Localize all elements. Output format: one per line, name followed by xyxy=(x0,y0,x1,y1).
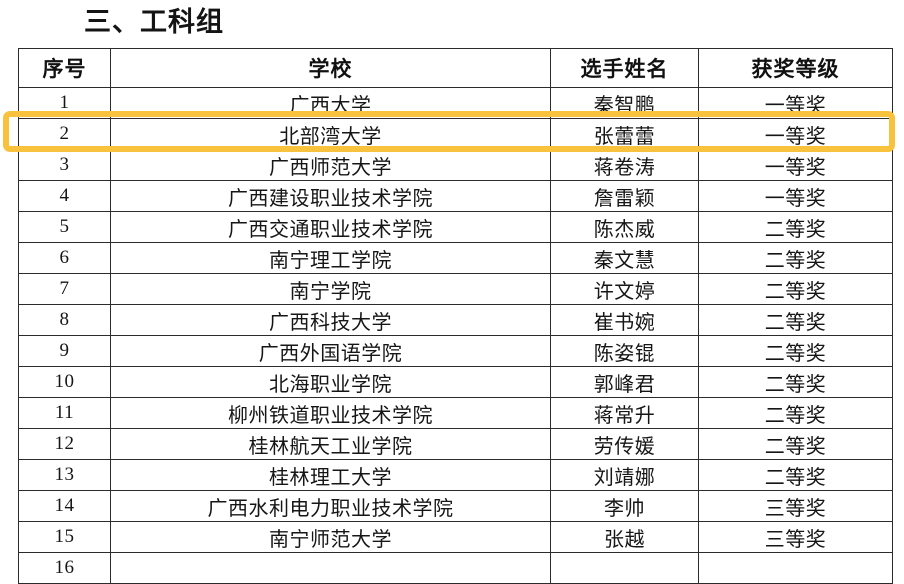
cell-award: 二等奖 xyxy=(698,273,893,305)
cell-award: 二等奖 xyxy=(698,397,893,429)
cell-index: 4 xyxy=(18,180,111,212)
cell-name: 秦文慧 xyxy=(550,242,699,274)
section-heading: 三、工科组 xyxy=(84,7,224,37)
cell-index: 10 xyxy=(18,366,111,398)
cell-index: 13 xyxy=(18,459,111,491)
table-row: 12 桂林航天工业学院 劳传媛 二等奖 xyxy=(18,428,893,460)
cell-index: 1 xyxy=(18,87,111,119)
cell-index: 11 xyxy=(18,397,111,429)
award-table: 序号 学校 选手姓名 获奖等级 1 广西大学 秦智鹏 一等奖 2 北部湾大学 张蕾蕾 一等奖 3… xyxy=(18,48,893,584)
cell-award: 二等奖 xyxy=(698,428,893,460)
table-body: 1 广西大学 秦智鹏 一等奖 2 北部湾大学 张蕾蕾 一等奖 3 广西师范大学 蒋卷涛 一等奖 4 广西建… xyxy=(18,87,893,584)
cell-school: 广西交通职业技术学院 xyxy=(110,211,551,243)
cell-award: 二等奖 xyxy=(698,211,893,243)
cell-name: 詹雷颖 xyxy=(550,180,699,212)
cell-school: 广西师范大学 xyxy=(110,149,551,181)
cell-school: 南宁理工学院 xyxy=(110,242,551,274)
cell-name: 张蕾蕾 xyxy=(550,118,699,150)
table-row: 15 南宁师范大学 张越 三等奖 xyxy=(18,521,893,553)
cell-name: 许文婷 xyxy=(550,273,699,305)
table-row: 6 南宁理工学院 秦文慧 二等奖 xyxy=(18,242,893,274)
cell-name: 刘靖娜 xyxy=(550,459,699,491)
table-row: 14 广西水利电力职业技术学院 李帅 三等奖 xyxy=(18,490,893,522)
cell-school: 广西外国语学院 xyxy=(110,335,551,367)
cell-award xyxy=(698,552,893,584)
cell-school: 北海职业学院 xyxy=(110,366,551,398)
cell-school: 北部湾大学 xyxy=(110,118,551,150)
cell-name xyxy=(550,552,699,584)
cell-name: 陈杰威 xyxy=(550,211,699,243)
cell-index: 16 xyxy=(18,552,111,584)
cell-name: 郭峰君 xyxy=(550,366,699,398)
table-row: 5 广西交通职业技术学院 陈杰威 二等奖 xyxy=(18,211,893,243)
table-header: 序号 学校 选手姓名 获奖等级 xyxy=(18,48,893,88)
column-header-school: 学校 xyxy=(110,48,551,88)
cell-award: 一等奖 xyxy=(698,87,893,119)
table-row: 13 桂林理工大学 刘靖娜 二等奖 xyxy=(18,459,893,491)
cell-award: 三等奖 xyxy=(698,521,893,553)
cell-index: 5 xyxy=(18,211,111,243)
document-page: 三、工科组 序号 学校 选手姓名 获奖等级 1 广西大学 秦智鹏 一等奖 2 北部湾大学张… xyxy=(3,7,895,584)
cell-name: 陈姿锟 xyxy=(550,335,699,367)
cell-index: 3 xyxy=(18,149,111,181)
cell-award: 三等奖 xyxy=(698,490,893,522)
cell-name: 张越 xyxy=(550,521,699,553)
cell-award: 二等奖 xyxy=(698,366,893,398)
cell-index: 9 xyxy=(18,335,111,367)
table-row: 1 广西大学 秦智鹏 一等奖 xyxy=(18,87,893,119)
cell-school: 南宁师范大学 xyxy=(110,521,551,553)
cell-school xyxy=(110,552,551,584)
award-table-container: 序号 学校 选手姓名 获奖等级 1 广西大学 秦智鹏 一等奖 2 北部湾大学 张蕾蕾 一等奖 3… xyxy=(18,48,893,584)
cell-award: 一等奖 xyxy=(698,149,893,181)
table-row: 16 xyxy=(18,552,893,584)
cell-school: 桂林理工大学 xyxy=(110,459,551,491)
cell-school: 广西建设职业技术学院 xyxy=(110,180,551,212)
table-row: 8 广西科技大学 崔书婉 二等奖 xyxy=(18,304,893,336)
cell-index: 14 xyxy=(18,490,111,522)
cell-name: 劳传媛 xyxy=(550,428,699,460)
table-row: 10 北海职业学院 郭峰君 二等奖 xyxy=(18,366,893,398)
table-row: 3 广西师范大学 蒋卷涛 一等奖 xyxy=(18,149,893,181)
column-header-index: 序号 xyxy=(18,48,111,88)
table-header-row: 序号 学校 选手姓名 获奖等级 xyxy=(18,48,893,88)
cell-award: 二等奖 xyxy=(698,335,893,367)
cell-index: 7 xyxy=(18,273,111,305)
cell-school: 桂林航天工业学院 xyxy=(110,428,551,460)
cell-school: 柳州铁道职业技术学院 xyxy=(110,397,551,429)
cell-index: 2 xyxy=(18,118,111,150)
cell-award: 二等奖 xyxy=(698,459,893,491)
cell-name: 李帅 xyxy=(550,490,699,522)
cell-name: 蒋卷涛 xyxy=(550,149,699,181)
cell-index: 8 xyxy=(18,304,111,336)
cell-school: 广西科技大学 xyxy=(110,304,551,336)
cell-award: 一等奖 xyxy=(698,118,893,150)
cell-school: 南宁学院 xyxy=(110,273,551,305)
cell-award: 二等奖 xyxy=(698,304,893,336)
column-header-award: 获奖等级 xyxy=(698,48,893,88)
cell-award: 一等奖 xyxy=(698,180,893,212)
cell-name: 蒋常升 xyxy=(550,397,699,429)
cell-index: 15 xyxy=(18,521,111,553)
table-row: 2 北部湾大学 张蕾蕾 一等奖 xyxy=(18,118,893,150)
column-header-name: 选手姓名 xyxy=(550,48,699,88)
cell-index: 12 xyxy=(18,428,111,460)
cell-index: 6 xyxy=(18,242,111,274)
table-row: 4 广西建设职业技术学院 詹雷颖 一等奖 xyxy=(18,180,893,212)
table-row: 9 广西外国语学院 陈姿锟 二等奖 xyxy=(18,335,893,367)
table-row: 11 柳州铁道职业技术学院 蒋常升 二等奖 xyxy=(18,397,893,429)
table-row: 7 南宁学院 许文婷 二等奖 xyxy=(18,273,893,305)
cell-name: 崔书婉 xyxy=(550,304,699,336)
cell-school: 广西水利电力职业技术学院 xyxy=(110,490,551,522)
cell-school: 广西大学 xyxy=(110,87,551,119)
cell-award: 二等奖 xyxy=(698,242,893,274)
cell-name: 秦智鹏 xyxy=(550,87,699,119)
